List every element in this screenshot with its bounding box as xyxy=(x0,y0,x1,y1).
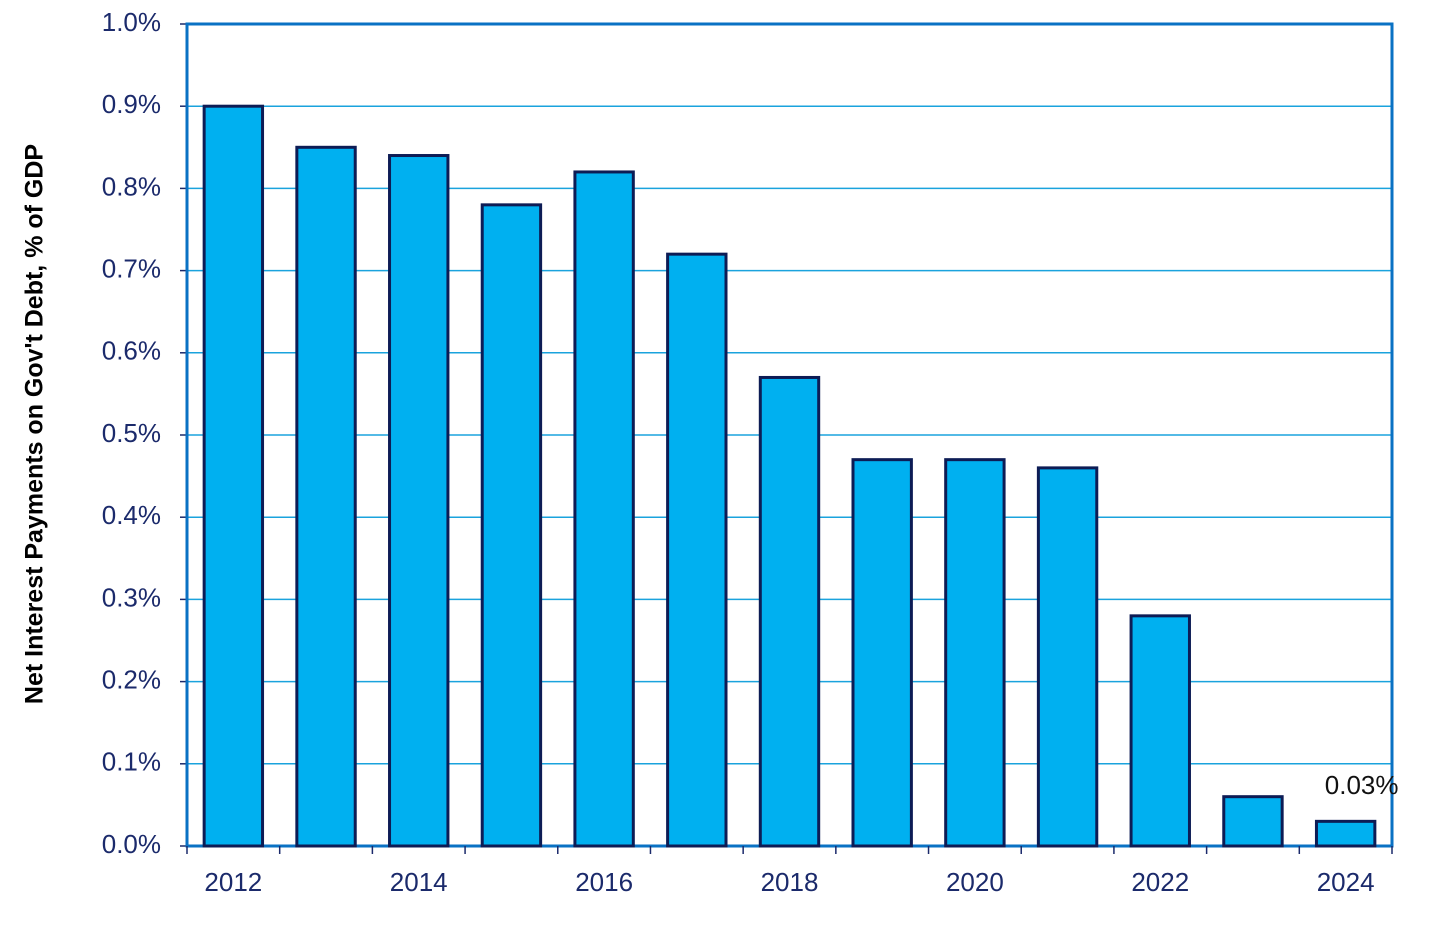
bar xyxy=(1222,795,1284,848)
y-axis-label: Net Interest Payments on Gov't Debt, % o… xyxy=(21,144,49,704)
y-tick-label: 0.1% xyxy=(102,747,161,777)
bar xyxy=(944,458,1006,848)
bar xyxy=(851,458,913,848)
x-tick-label: 2020 xyxy=(946,867,1004,897)
x-tick-label: 2012 xyxy=(204,867,262,897)
y-tick-label: 0.3% xyxy=(102,582,161,612)
bar xyxy=(480,203,543,848)
bar xyxy=(1129,614,1191,848)
x-tick-label: 2022 xyxy=(1131,867,1189,897)
x-tick-label: 2016 xyxy=(575,867,633,897)
y-tick-label: 0.9% xyxy=(102,89,161,119)
y-tick-label: 1.0% xyxy=(102,7,161,37)
bar xyxy=(573,170,635,848)
y-tick-label: 0.7% xyxy=(102,253,161,283)
x-tick-label: 2014 xyxy=(390,867,448,897)
bar xyxy=(666,252,728,848)
bar xyxy=(202,104,265,848)
bar xyxy=(388,154,450,848)
x-tick-label: 2018 xyxy=(761,867,819,897)
y-tick-label: 0.2% xyxy=(102,664,161,694)
bar xyxy=(1314,819,1377,848)
bar xyxy=(1036,466,1099,848)
data-label: 0.03% xyxy=(1325,770,1399,800)
y-tick-label: 0.6% xyxy=(102,336,161,366)
x-tick-label: 2024 xyxy=(1317,867,1375,897)
bar xyxy=(758,375,821,848)
y-tick-label: 0.5% xyxy=(102,418,161,448)
y-tick-label: 0.8% xyxy=(102,171,161,201)
bar xyxy=(295,145,357,848)
y-tick-label: 0.0% xyxy=(102,829,161,859)
y-tick-label: 0.4% xyxy=(102,500,161,530)
